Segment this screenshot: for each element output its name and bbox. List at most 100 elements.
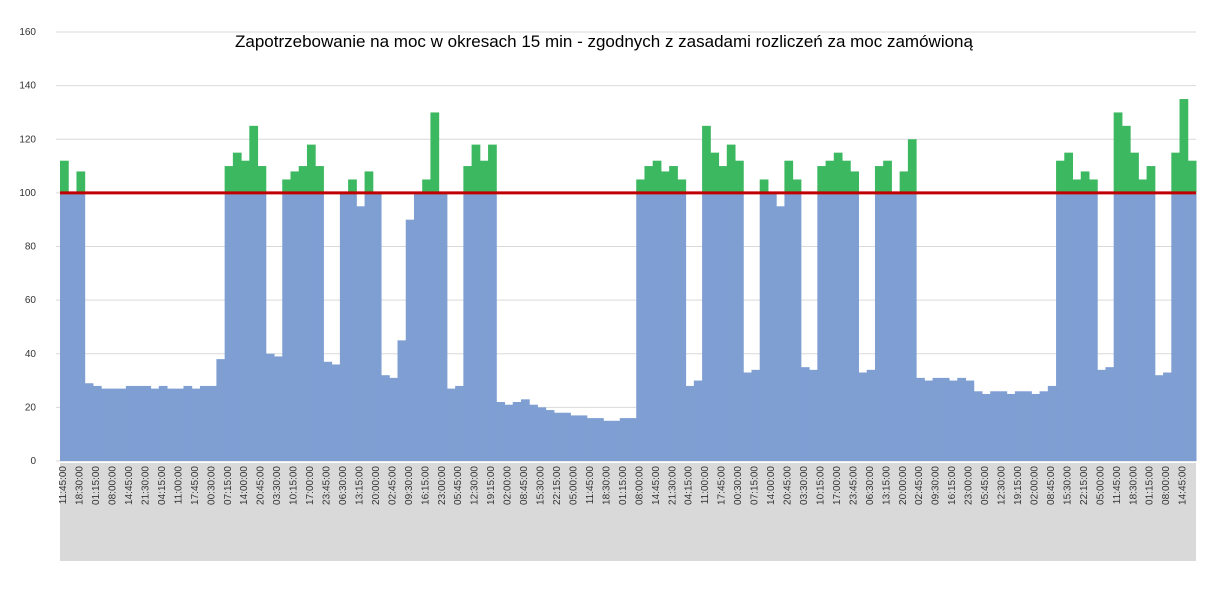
area-segment — [1088, 192, 1098, 461]
y-tick-label: 60 — [25, 295, 37, 306]
x-tick-label: 02:45:00 — [387, 466, 398, 505]
x-tick-label: 16:15:00 — [420, 466, 431, 505]
area-segment — [1006, 393, 1016, 461]
area-segment-over — [224, 166, 234, 193]
area-segment — [249, 192, 259, 461]
area-segment — [413, 192, 423, 461]
x-tick-label: 13:15:00 — [354, 466, 365, 505]
x-tick-label: 09:30:00 — [931, 466, 942, 505]
area-segment — [702, 192, 711, 461]
area-segment — [199, 385, 209, 461]
area-segment — [652, 192, 662, 461]
y-tick-label: 80 — [25, 242, 37, 253]
area-segment-over — [306, 144, 316, 193]
area-segment-over — [364, 171, 374, 193]
area-segment — [693, 380, 703, 461]
x-tick-label: 05:45:00 — [453, 466, 464, 505]
area-segment — [751, 369, 761, 461]
area-segment-over — [422, 179, 431, 193]
area-segment-over — [1080, 171, 1090, 193]
area-segment — [767, 192, 777, 461]
area-segment-over — [833, 152, 843, 193]
area-segment — [232, 192, 242, 461]
area-segment-over — [652, 160, 662, 193]
x-tick-label: 07:15:00 — [223, 466, 234, 505]
area-segment-over — [60, 160, 69, 193]
area-segment-over — [232, 152, 242, 193]
area-segment — [1138, 192, 1148, 461]
area-segment — [562, 412, 571, 461]
area-segment — [331, 364, 341, 461]
area-segment-over — [759, 179, 769, 193]
area-segment — [866, 369, 876, 461]
area-segment-over — [1064, 152, 1074, 193]
area-segment — [924, 380, 934, 461]
area-segment — [619, 418, 629, 461]
y-tick-label: 140 — [19, 81, 36, 92]
area-segment — [874, 192, 884, 461]
x-tick-label: 11:00:00 — [173, 466, 184, 505]
area-segment — [1146, 192, 1156, 461]
area-segment — [850, 192, 859, 461]
area-segment — [397, 340, 407, 461]
x-tick-label: 07:15:00 — [750, 466, 761, 505]
x-tick-label: 23:45:00 — [848, 466, 859, 505]
area-segment — [142, 385, 152, 461]
area-segment — [1179, 192, 1189, 461]
area-segment — [809, 369, 818, 461]
area-segment-over — [1179, 99, 1189, 193]
area-segment — [463, 192, 473, 461]
area-segment-over — [850, 171, 859, 193]
area-segment — [381, 375, 390, 461]
area-segment — [265, 353, 275, 461]
area-segment — [339, 192, 349, 461]
area-segment-over — [636, 179, 645, 193]
x-tick-label: 06:30:00 — [338, 466, 349, 505]
x-tick-label: 08:00:00 — [634, 466, 645, 505]
area-segment — [545, 410, 555, 461]
x-tick-label: 11:45:00 — [585, 466, 596, 505]
x-tick-label: 19:15:00 — [1013, 466, 1024, 505]
area-segment — [191, 388, 201, 461]
x-tick-label: 08:00:00 — [108, 466, 119, 505]
area-segment-over — [702, 125, 711, 193]
area-segment — [916, 377, 925, 461]
area-segment — [422, 192, 431, 461]
area-segment — [957, 377, 967, 461]
x-tick-label: 12:30:00 — [470, 466, 481, 505]
area-segment-over — [249, 125, 259, 193]
area-segment-over — [784, 160, 794, 193]
x-tick-label: 16:15:00 — [947, 466, 958, 505]
area-segment — [718, 192, 728, 461]
area-segment — [1056, 192, 1065, 461]
area-segment — [998, 391, 1008, 461]
x-tick-label: 08:00:00 — [1161, 466, 1172, 505]
area-segment — [644, 192, 654, 461]
area-segment-over — [1121, 125, 1131, 193]
x-tick-label: 05:00:00 — [568, 466, 579, 505]
x-tick-label: 05:45:00 — [980, 466, 991, 505]
area-segment — [1072, 192, 1082, 461]
area-segment — [965, 380, 975, 461]
area-segment — [1187, 192, 1197, 461]
area-segment — [726, 192, 736, 461]
area-segment — [735, 192, 744, 461]
area-segment — [784, 192, 794, 461]
area-segment-over — [241, 160, 250, 193]
area-segment — [405, 219, 415, 461]
area-segment — [611, 420, 621, 461]
area-segment — [899, 192, 909, 461]
x-tick-label: 10:15:00 — [289, 466, 300, 505]
area-segment — [636, 192, 645, 461]
area-segment — [274, 356, 283, 461]
x-tick-label: 09:30:00 — [404, 466, 415, 505]
x-tick-label: 17:45:00 — [717, 466, 728, 505]
area-segment-over — [1056, 160, 1065, 193]
area-segment-over — [669, 166, 678, 193]
x-tick-label: 14:45:00 — [1178, 466, 1189, 505]
x-tick-label: 18:30:00 — [601, 466, 612, 505]
area-segment-over — [315, 166, 324, 193]
area-segment — [488, 192, 497, 461]
area-segment — [537, 407, 547, 461]
area-segment-over — [710, 152, 720, 193]
